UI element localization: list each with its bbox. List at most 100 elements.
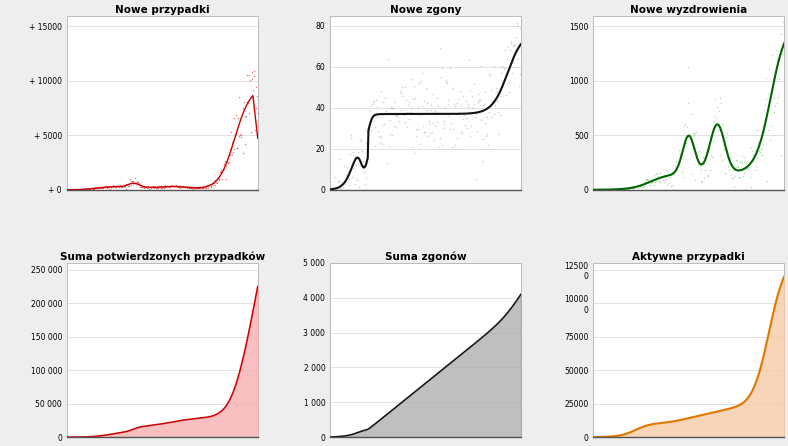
- Point: [735, 153, 748, 160]
- Point: [165, 182, 178, 189]
- Point: [170, 183, 183, 190]
- Point: [209, 182, 221, 189]
- Point: [720, 129, 733, 136]
- Point: [694, 178, 707, 185]
- Point: [89, 185, 102, 192]
- Point: [645, 180, 657, 187]
- Point: [218, 161, 231, 168]
- Point: [693, 160, 705, 167]
- Point: [234, 133, 247, 140]
- Point: [459, 98, 472, 105]
- Point: [635, 182, 648, 190]
- Point: [139, 183, 152, 190]
- Point: [181, 184, 194, 191]
- Point: [218, 157, 231, 164]
- Point: [504, 46, 516, 54]
- Point: [719, 169, 731, 176]
- Point: [146, 183, 158, 190]
- Point: [634, 183, 647, 190]
- Point: [241, 98, 254, 105]
- Point: [476, 101, 489, 108]
- Point: [342, 176, 355, 183]
- Point: [413, 79, 426, 87]
- Point: [422, 118, 435, 125]
- Point: [671, 160, 684, 167]
- Point: [628, 184, 641, 191]
- Point: [749, 146, 762, 153]
- Point: [515, 47, 527, 54]
- Point: [80, 186, 92, 193]
- Point: [627, 184, 640, 191]
- Point: [400, 108, 413, 116]
- Point: [374, 134, 387, 141]
- Point: [204, 183, 217, 190]
- Point: [430, 118, 443, 125]
- Point: [410, 132, 422, 139]
- Point: [418, 98, 430, 105]
- Point: [362, 186, 374, 193]
- Point: [665, 182, 678, 190]
- Point: [146, 184, 158, 191]
- Point: [474, 96, 486, 103]
- Point: [510, 34, 522, 41]
- Point: [240, 113, 252, 120]
- Point: [680, 142, 693, 149]
- Point: [182, 184, 195, 191]
- Point: [392, 114, 404, 121]
- Point: [332, 178, 344, 186]
- Point: [231, 145, 243, 152]
- Point: [187, 185, 199, 192]
- Point: [500, 91, 512, 99]
- Point: [458, 112, 470, 119]
- Point: [247, 68, 260, 75]
- Point: [152, 183, 165, 190]
- Point: [452, 96, 464, 103]
- Point: [358, 163, 370, 170]
- Point: [432, 102, 444, 109]
- Point: [148, 184, 161, 191]
- Point: [753, 139, 766, 146]
- Point: [206, 182, 219, 189]
- Point: [112, 182, 125, 190]
- Point: [512, 83, 525, 90]
- Point: [200, 183, 213, 190]
- Point: [626, 185, 638, 192]
- Point: [610, 186, 623, 193]
- Point: [336, 186, 349, 193]
- Point: [504, 37, 517, 45]
- Point: [433, 144, 445, 151]
- Point: [357, 157, 370, 165]
- Point: [648, 172, 660, 179]
- Title: Suma potwierdzonych przypadków: Suma potwierdzonych przypadków: [60, 252, 265, 262]
- Point: [724, 171, 737, 178]
- Point: [514, 70, 526, 78]
- Point: [217, 165, 230, 173]
- Point: [674, 151, 686, 158]
- Point: [698, 167, 711, 174]
- Point: [76, 186, 89, 193]
- Point: [212, 174, 225, 181]
- Point: [69, 186, 82, 193]
- Point: [712, 121, 725, 128]
- Point: [233, 93, 246, 100]
- Point: [408, 83, 421, 90]
- Point: [503, 88, 515, 95]
- Point: [693, 147, 705, 154]
- Point: [600, 186, 613, 193]
- Point: [196, 185, 209, 192]
- Point: [156, 183, 169, 190]
- Point: [453, 110, 466, 117]
- Point: [118, 182, 131, 189]
- Point: [677, 123, 690, 130]
- Point: [481, 130, 493, 137]
- Point: [158, 182, 171, 189]
- Point: [133, 182, 146, 189]
- Point: [71, 186, 84, 193]
- Point: [206, 180, 218, 187]
- Point: [94, 185, 106, 192]
- Point: [333, 186, 346, 193]
- Point: [190, 185, 203, 192]
- Point: [249, 127, 262, 134]
- Point: [719, 133, 732, 140]
- Point: [80, 186, 93, 193]
